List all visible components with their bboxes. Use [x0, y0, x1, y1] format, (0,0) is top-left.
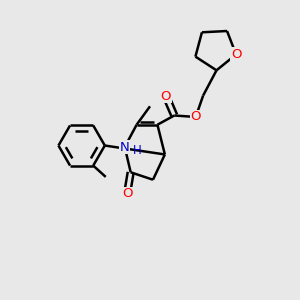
Text: N: N: [120, 140, 130, 154]
Text: O: O: [231, 48, 241, 61]
Text: O: O: [161, 90, 171, 103]
Text: O: O: [190, 110, 201, 124]
Text: O: O: [122, 187, 132, 200]
Text: H: H: [133, 143, 142, 157]
